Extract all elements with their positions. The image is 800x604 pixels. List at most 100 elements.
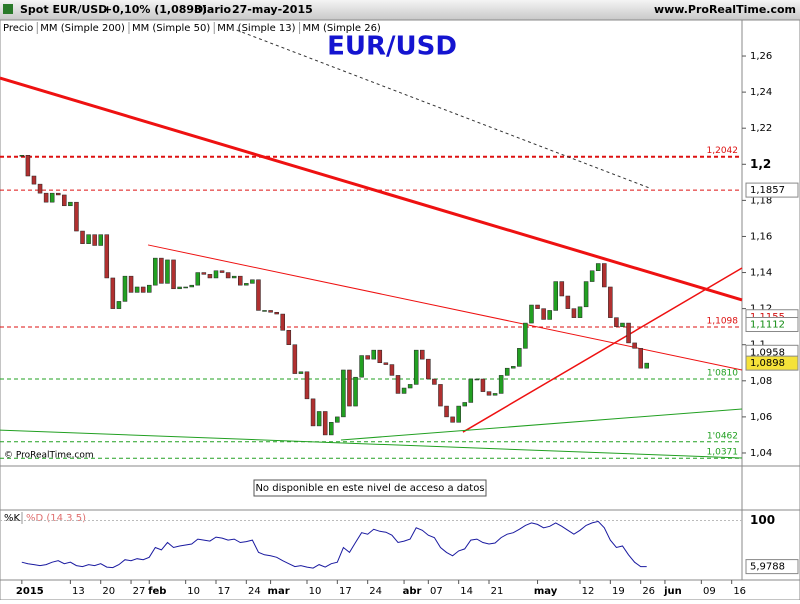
candle-body (304, 371, 310, 400)
x-tick-label: 24 (369, 586, 382, 597)
indicator-label: MM (Simple 26) (303, 23, 381, 34)
candle-body (74, 201, 79, 232)
period: Diario (194, 3, 232, 16)
trendline (340, 408, 743, 441)
level-label: 1,0371 (707, 448, 739, 458)
stoch-line (21, 520, 647, 569)
candle-body (462, 402, 467, 407)
y-tick-label: 1,14 (750, 268, 772, 279)
candle-body (450, 416, 455, 423)
x-tick-label: 20 (102, 586, 115, 597)
candle-body (128, 275, 134, 293)
candle-body (420, 349, 425, 360)
header-icon (3, 4, 13, 14)
y-tick-label: 1,22 (750, 123, 772, 134)
candle-body (31, 175, 37, 185)
x-tick-label: 21 (491, 586, 504, 597)
candle-body (55, 192, 61, 196)
candle-body (19, 155, 25, 157)
candle-body (225, 272, 231, 279)
price-box (745, 317, 799, 333)
x-tick-label: 26 (642, 586, 655, 597)
candle-body (298, 371, 304, 374)
candle-body (353, 376, 358, 407)
y-tick-label: 1,18 (750, 195, 772, 206)
header-bar (0, 0, 800, 20)
candle-body (316, 411, 322, 427)
candle-body (116, 301, 122, 309)
x-tick-label: feb (148, 586, 166, 597)
candle-body (92, 234, 97, 246)
candle-body (401, 387, 407, 394)
candle-body (511, 366, 516, 369)
candle-body (110, 277, 116, 309)
candle-body (171, 259, 176, 290)
candle-body (86, 234, 91, 244)
candle-body (183, 286, 188, 289)
x-tick-label: 19 (612, 586, 625, 597)
candle-body (553, 281, 558, 311)
candle-body (329, 422, 334, 436)
y-tick-label: 1,16 (750, 231, 772, 242)
candle-body (644, 362, 649, 369)
candle-body (638, 348, 643, 369)
copyright: © ProRealTime.com (4, 451, 94, 461)
candle-body (456, 405, 461, 423)
candle-body (268, 310, 273, 313)
candle-body (359, 355, 364, 378)
y-tick-label: 1,08 (750, 376, 772, 387)
candle-body (80, 230, 85, 244)
price-box (745, 355, 799, 371)
candle-body (274, 311, 279, 315)
candle-body (377, 349, 383, 364)
candle-body (122, 275, 128, 302)
indicator-label: MM (Simple 13) (217, 23, 295, 34)
volume-message: No disponible en este nivel de acceso a … (255, 483, 484, 494)
candle-body (547, 310, 552, 320)
y-tick-label: 1,06 (750, 412, 772, 423)
candle-body (626, 322, 631, 344)
price-box-label: 1,1857 (750, 185, 785, 196)
candle-body (571, 308, 577, 318)
candle-body (498, 375, 504, 394)
y-tick-label: 1,04 (750, 448, 772, 459)
candle-body (140, 286, 146, 293)
candle-body (335, 416, 340, 423)
change: +0,10% (1,0898) (103, 3, 207, 16)
candle-body (565, 295, 571, 309)
candle-body (486, 391, 492, 396)
candle-body (98, 234, 103, 246)
candle-body (559, 281, 565, 297)
x-tick-label: 13 (72, 586, 85, 597)
candle-body (189, 284, 194, 288)
y-tick-label: 1,24 (750, 87, 772, 98)
candle-body (159, 257, 164, 284)
x-tick-label: 17 (339, 586, 352, 597)
candle-body (213, 270, 219, 279)
level-label: 1'0810 (707, 369, 738, 379)
candle-body (262, 310, 267, 312)
y-tick-label: 1,12 (750, 304, 772, 315)
candle-body (365, 355, 370, 360)
candle-body (620, 322, 625, 327)
candle-body (504, 367, 510, 376)
candle-body (292, 344, 298, 374)
x-tick-label: abr (403, 586, 422, 597)
trendline (236, 29, 650, 189)
candle-body (602, 263, 607, 288)
candle-body (104, 234, 110, 279)
stoch-legend: %K (4, 513, 21, 524)
frame (0, 19, 800, 601)
candle-body (134, 286, 140, 293)
candle-body (310, 398, 316, 427)
stoch-last-label: 5,9788 (750, 562, 785, 573)
candle-body (583, 281, 589, 308)
trendline (147, 244, 743, 371)
candle-body (165, 259, 170, 284)
price-box-label: 1,1112 (750, 320, 785, 331)
candle-body (177, 286, 182, 290)
indicator-label: Precio (3, 23, 33, 34)
candle-body (395, 375, 401, 394)
message-box (253, 479, 487, 497)
